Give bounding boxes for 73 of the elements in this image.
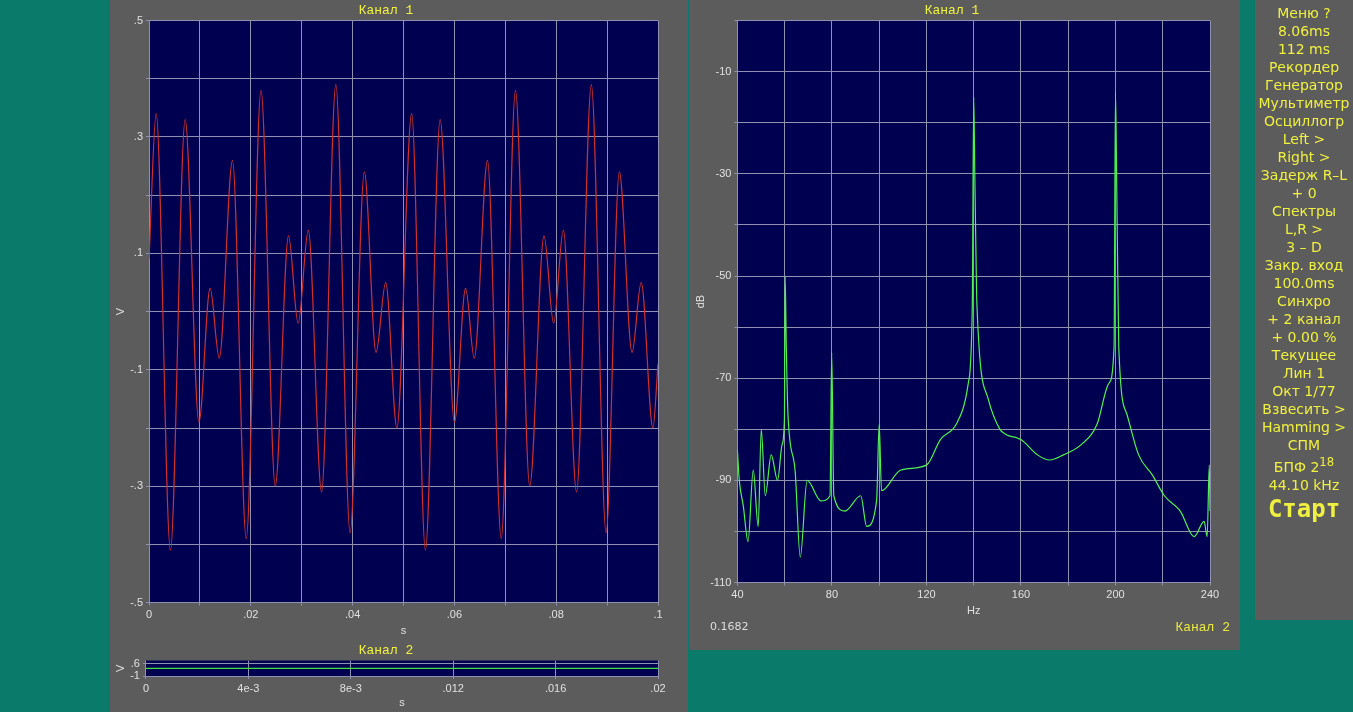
text: Взвесить > (1261, 400, 1347, 418)
text: Hamming > (1260, 418, 1348, 436)
text: 100.0ms (1272, 274, 1336, 292)
x-axis-title: Hz (966, 604, 981, 617)
chart-title: Канал 1 (924, 3, 980, 19)
chart-title: Канал 2 (358, 643, 414, 659)
y-tick-label: -70 (715, 371, 732, 384)
y-tick-label: -.5 (130, 595, 144, 608)
text: Закр. вход (1263, 256, 1345, 274)
text: + 0 (1290, 184, 1318, 202)
text: БПФ 2$^{18}$ (1272, 454, 1336, 476)
text: Рекордер (1267, 58, 1341, 76)
x-tick-label: 200 (1106, 588, 1125, 601)
x-tick-label: .06 (446, 608, 463, 621)
x-tick-label: 40 (731, 588, 744, 601)
x-tick-label: .04 (344, 608, 361, 621)
y-tick-label: -30 (715, 166, 732, 179)
x-tick-label: 4e-3 (237, 681, 260, 694)
text: Left > (1281, 130, 1327, 148)
y-tick-label: .3 (133, 130, 144, 143)
x-axis-title: s (400, 624, 407, 637)
x-tick-label: 80 (825, 588, 839, 601)
y-tick-label: -10 (715, 64, 732, 77)
x-tick-label: 120 (917, 588, 936, 601)
x-tick-label: .012 (442, 681, 464, 694)
text: Right > (1276, 148, 1332, 166)
text: Осциллогр (1262, 112, 1346, 130)
text: Канал 2 (1175, 620, 1230, 635)
y-tick-label: -.3 (130, 479, 144, 492)
text: + 0.00 % (1270, 328, 1338, 346)
text: Мультиметр (1257, 94, 1351, 112)
y-tick-label: -1 (130, 669, 140, 682)
text: Задерж R–L (1259, 166, 1349, 184)
y-tick-label: -90 (715, 473, 732, 486)
text: Лин 1 (1281, 364, 1327, 382)
text: Текущее (1270, 346, 1338, 364)
text: 44.10 kHz (1267, 475, 1341, 494)
text: Генератор (1264, 76, 1344, 94)
y-tick-label: -50 (715, 269, 732, 282)
x-tick-label: .02 (243, 608, 259, 621)
text: + 2 канал (1266, 310, 1342, 328)
text: Синхро (1276, 292, 1332, 310)
x-tick-label: .02 (650, 681, 666, 694)
x-tick-label: 0 (142, 681, 150, 694)
x-tick-label: 0 (145, 608, 153, 621)
x-tick-label: .1 (653, 608, 663, 621)
text: 8.06ms (1276, 22, 1332, 40)
line-series (149, 84, 658, 551)
text: Меню ? (1276, 4, 1332, 22)
text: L,R > (1283, 220, 1325, 238)
text: Старт (1266, 493, 1342, 524)
line-series (737, 91, 1210, 558)
y-tick-label: .5 (133, 13, 144, 26)
x-tick-label: 240 (1200, 588, 1220, 601)
chart-title: Канал 1 (358, 3, 414, 19)
y-tick-label: -110 (710, 575, 732, 588)
x-axis-title: s (399, 696, 406, 709)
y-tick-label: .1 (133, 246, 144, 259)
x-tick-label: .08 (548, 608, 564, 621)
text: 3 – D (1285, 238, 1323, 256)
y-tick-label: .6 (130, 656, 140, 669)
text: 0.1682 (710, 620, 749, 635)
text: Спектры (1270, 202, 1338, 220)
y-axis-title: V (113, 307, 126, 316)
x-tick-label: 160 (1011, 588, 1031, 601)
y-tick-label: -.1 (130, 362, 144, 375)
text: СПМ (1286, 436, 1322, 454)
x-tick-label: 8e-3 (339, 681, 362, 694)
x-tick-label: .016 (544, 681, 567, 694)
text: Окт 1/77 (1271, 382, 1337, 400)
text: 112 ms (1276, 40, 1332, 58)
y-axis-title: dB (693, 294, 706, 309)
y-axis-title: V (113, 663, 126, 672)
